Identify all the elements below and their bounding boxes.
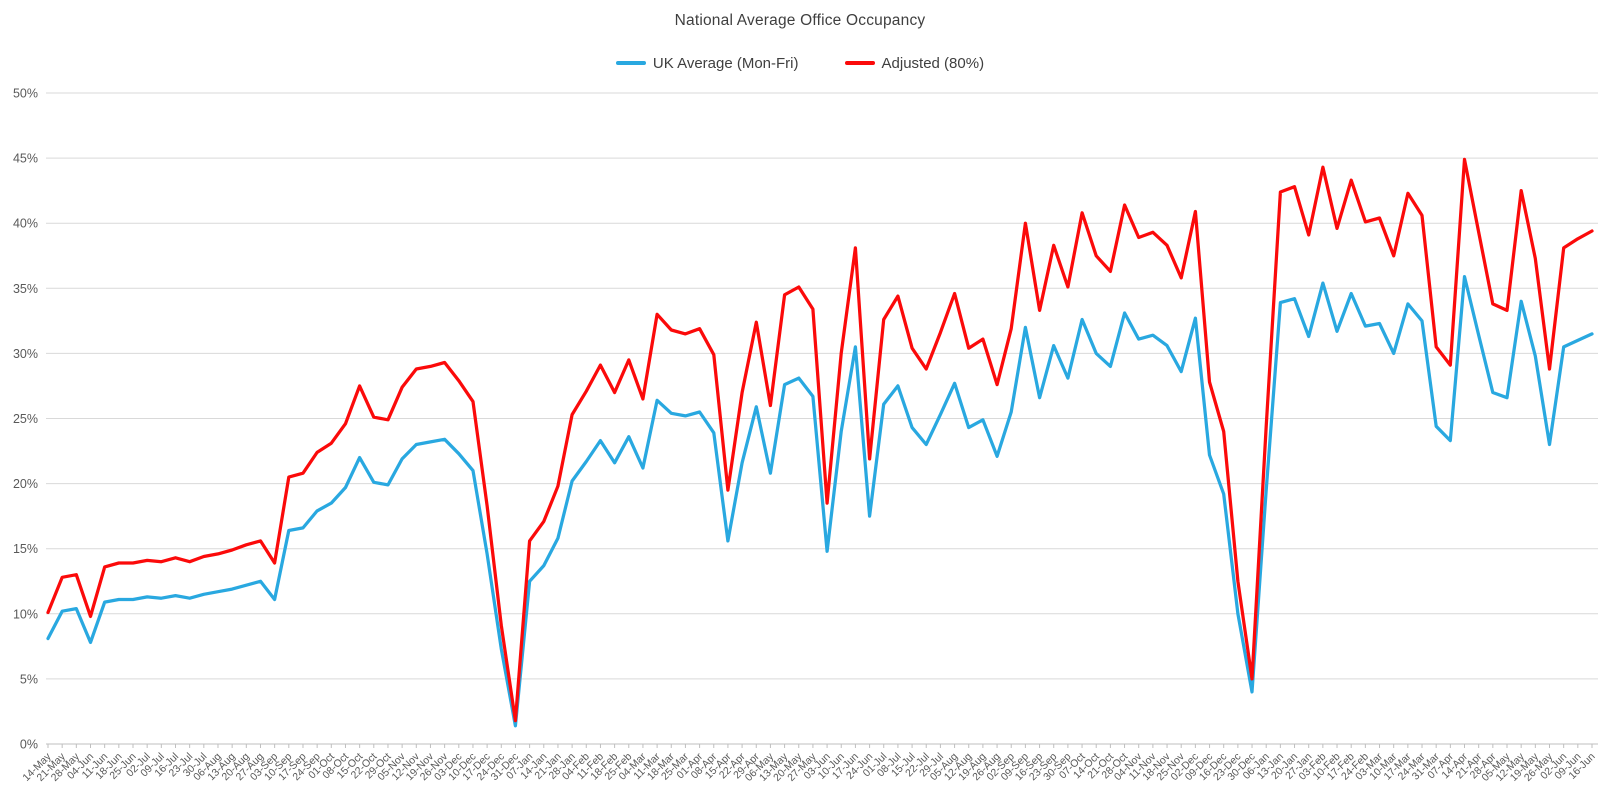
y-tick-label: 50% bbox=[13, 87, 38, 101]
series-line-uk-average[interactable] bbox=[46, 274, 1594, 728]
legend-item-uk-average[interactable]: UK Average (Mon-Fri) bbox=[615, 54, 799, 72]
y-tick-label: 25% bbox=[13, 412, 38, 426]
x-axis-ticks bbox=[47, 744, 1593, 748]
chart-series-lines bbox=[46, 157, 1594, 728]
y-tick-label: 35% bbox=[13, 282, 38, 296]
uk-average-line-swatch-icon bbox=[615, 61, 646, 65]
legend-label-adjusted: Adjusted (80%) bbox=[881, 54, 985, 72]
y-tick-label: 15% bbox=[13, 542, 38, 556]
legend-item-adjusted[interactable]: Adjusted (80%) bbox=[844, 54, 985, 72]
legend-label-uk-average: UK Average (Mon-Fri) bbox=[652, 54, 799, 72]
legend: UK Average (Mon-Fri) Adjusted (80%) bbox=[0, 52, 1600, 74]
adjusted-line-swatch-icon bbox=[844, 61, 875, 65]
y-tick-label: 20% bbox=[13, 477, 38, 491]
y-tick-label: 45% bbox=[13, 152, 38, 166]
x-axis-labels: 14-May21-May28-May04-Jun11-Jun18-Jun25-J… bbox=[20, 750, 1597, 784]
y-axis-labels: 0% 5% 10% 15% 20% 25% 30% 35% 40% 45% 50% bbox=[13, 87, 38, 752]
y-tick-label: 40% bbox=[13, 217, 38, 231]
chart-title: National Average Office Occupancy bbox=[674, 12, 926, 29]
series-line-adjusted[interactable] bbox=[46, 157, 1594, 723]
y-tick-label: 5% bbox=[20, 672, 38, 686]
y-tick-label: 30% bbox=[13, 347, 38, 361]
y-tick-label: 10% bbox=[13, 607, 38, 621]
y-tick-label: 0% bbox=[20, 738, 38, 752]
